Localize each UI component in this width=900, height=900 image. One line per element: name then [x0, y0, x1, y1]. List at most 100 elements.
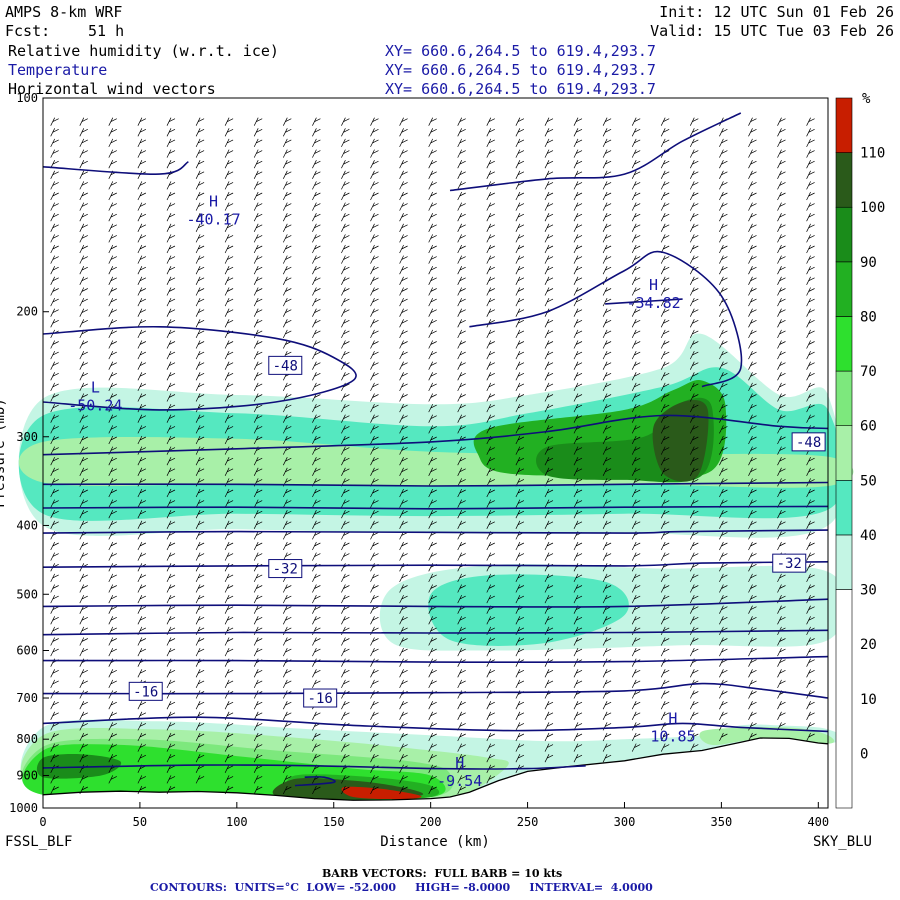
y-tick-label: 1000	[9, 801, 38, 815]
x-tick-label: 0	[39, 815, 46, 829]
rh-region-15	[341, 786, 422, 800]
colorbar-tick-label: 110	[860, 146, 885, 162]
contour-label: -48	[796, 435, 821, 451]
temperature-contours-layer	[42, 112, 829, 787]
temperature-contour-7	[42, 598, 829, 608]
wind-barb-column	[515, 117, 525, 773]
contour-label: -16	[133, 684, 158, 700]
extremum-marker: L	[91, 379, 100, 397]
colorbar-swatch	[835, 261, 853, 317]
colorbar-swatch	[835, 206, 853, 263]
temperature-contour-15	[605, 298, 683, 305]
model-title: AMPS 8-km WRF	[5, 3, 123, 21]
colorbar-tick-label: 20	[860, 637, 877, 653]
wind-barb-column	[631, 117, 641, 752]
extremum-value: -34.82	[626, 294, 680, 312]
contour-note: CONTOURS: UNITS=°C LOW= -52.000 HIGH= -8…	[150, 881, 653, 894]
contour-label-box	[268, 355, 303, 375]
temperature-contour-16	[294, 776, 336, 787]
contour-label: -32	[777, 556, 802, 572]
contour-label-box	[791, 432, 826, 452]
forecast-label: Fcst:	[5, 22, 51, 40]
colorbar-swatch	[835, 316, 853, 372]
contour-labels-layer: -48-48-32 -32-16 -16H-40.17L-50.24H-34.82H…	[68, 193, 826, 790]
temperature-contour-2	[42, 414, 829, 456]
contour-label-box	[128, 681, 163, 701]
temperature-contour-5	[42, 529, 829, 534]
y-tick-label: 500	[16, 587, 38, 601]
x-tick-label: 200	[420, 815, 442, 829]
field-wind-name: Horizontal wind vectors	[8, 80, 216, 98]
colorbar-swatch	[835, 370, 853, 426]
rh-region-5	[652, 400, 709, 482]
wind-barb-column	[573, 117, 583, 763]
x-tick-label: 100	[226, 815, 248, 829]
temperature-contour-6	[42, 561, 829, 568]
colorbar-tick-label: 80	[860, 309, 877, 325]
y-tick-label: 200	[16, 305, 38, 319]
extremum-value: 10.85	[650, 727, 695, 745]
valid-time: Valid: 15 UTC Tue 03 Feb 26	[650, 22, 894, 40]
colorbar-swatch	[835, 534, 853, 590]
field-temp-xy: XY= 660.6,264.5 to 619.4,293.7	[385, 61, 656, 79]
contour-label: -16	[308, 691, 333, 707]
colorbar-tick-label: 10	[860, 692, 877, 708]
x-tick-label: 250	[517, 815, 539, 829]
colorbar-swatch	[835, 152, 853, 208]
y-tick-label: 900	[16, 769, 38, 783]
barb-note: BARB VECTORS: FULL BARB = 10 kts	[322, 867, 563, 880]
colorbar-tick-label: 100	[860, 200, 885, 216]
wind-barb-column	[777, 117, 786, 731]
wind-barb-column	[544, 117, 554, 763]
extremum-marker: H	[649, 276, 658, 294]
extremum-marker: H	[455, 754, 464, 772]
colorbar-swatch	[835, 480, 853, 536]
forecast-hours: 51 h	[88, 22, 125, 40]
colorbar-swatch	[835, 97, 853, 153]
y-axis-title: Pressure (mb)	[0, 398, 8, 508]
wind-barb-column	[79, 117, 88, 795]
colorbar-swatch	[835, 589, 853, 809]
wind-barb-column	[486, 117, 495, 784]
x-tick-label: 400	[807, 815, 829, 829]
colorbar-tick-label: 30	[860, 583, 877, 599]
extremum-value: -40.17	[186, 211, 240, 229]
x-tick-label: 50	[133, 815, 147, 829]
y-tick-label: 800	[16, 732, 38, 746]
temperature-contour-4	[42, 505, 829, 510]
rh-region-12	[36, 753, 122, 779]
contour-units: CONTOURS: UNITS=°C	[150, 881, 307, 894]
rh-region-7	[428, 574, 629, 646]
y-tick-label: 100	[16, 91, 38, 105]
x-tick-label: 150	[323, 815, 345, 829]
wind-barb-column	[748, 117, 757, 742]
temperature-contour-9	[42, 655, 829, 664]
temperature-contour-12	[42, 764, 586, 770]
right-endpoint-label: SKY_BLU	[813, 834, 872, 850]
y-tick-label: 700	[16, 691, 38, 705]
wind-barb-column	[660, 117, 670, 752]
contour-low-label: LOW=	[306, 881, 350, 894]
temperature-contour-14	[449, 112, 742, 192]
field-rh-name: Relative humidity (w.r.t. ice)	[8, 42, 279, 60]
temperature-contour-11	[42, 716, 829, 733]
contour-label: -48	[273, 358, 298, 374]
terrain-fill	[43, 738, 828, 808]
colorbar-tick-label: 0	[860, 746, 868, 762]
contour-label: -32	[273, 562, 298, 578]
init-time: Init: 12 UTC Sun 01 Feb 26	[659, 3, 894, 21]
field-temp-name: Temperature	[8, 61, 108, 79]
contour-high-label: HIGH=	[415, 881, 464, 894]
colorbar-tick-label: 50	[860, 473, 877, 489]
wind-barb-column	[50, 117, 59, 795]
temperature-contour-1	[42, 325, 357, 411]
contour-label-box	[772, 553, 807, 573]
colorbar: 0 10 20 30 40 50 60 70 80 90 100 110	[835, 97, 885, 809]
colorbar-tick-label: 40	[860, 528, 877, 544]
axes-layer: 0 50 100 150 200 250 300 350 400 100 200 300 400 500 6…	[9, 91, 829, 829]
left-endpoint-label: FSSL_BLF	[5, 834, 72, 850]
temperature-contour-3	[42, 481, 829, 487]
wind-barb-column	[806, 117, 815, 742]
contour-label-box	[303, 688, 338, 708]
temperature-contour-0	[42, 161, 189, 175]
